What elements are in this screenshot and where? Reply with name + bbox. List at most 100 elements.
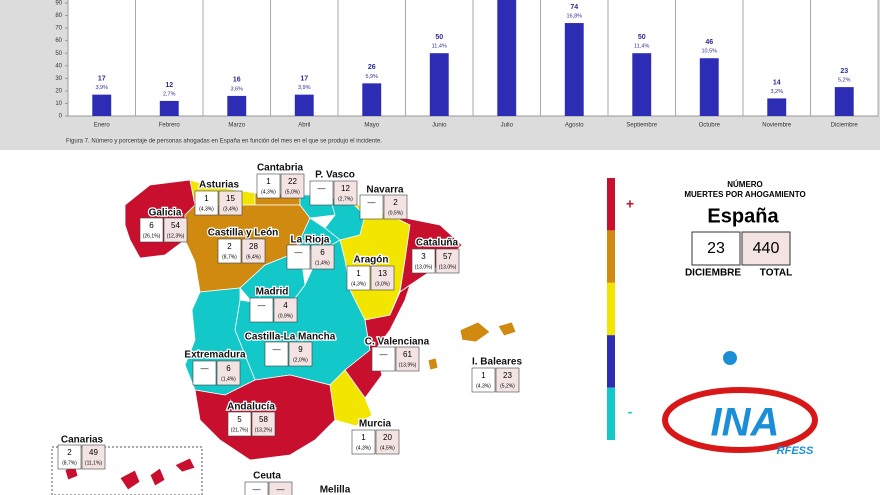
percent-label: 2,7%	[163, 91, 176, 97]
value-box	[268, 481, 293, 495]
region-percent: (4,5%)	[380, 445, 395, 451]
value-box	[411, 248, 436, 274]
y-tick-label: 70	[55, 26, 62, 32]
region-value: 4	[283, 301, 288, 310]
region-percent: (12,3%)	[167, 233, 185, 239]
value-box	[346, 265, 371, 291]
region-value: —	[201, 364, 209, 373]
value-box	[192, 360, 217, 386]
value-label: 17	[300, 75, 308, 82]
value-box	[81, 444, 106, 470]
region-percent: (0,9%)	[278, 313, 293, 319]
value-box	[241, 238, 266, 264]
value-box	[216, 360, 241, 386]
region-percent: (13,2%)	[255, 427, 273, 433]
value-label: 12	[165, 82, 173, 89]
bar	[834, 87, 854, 116]
bar	[92, 94, 112, 116]
region-value: —	[295, 248, 303, 257]
region-value: 1	[204, 194, 209, 203]
value-box	[218, 190, 243, 216]
region-percent: (4,3%)	[199, 206, 214, 212]
region-value: 57	[443, 252, 452, 261]
region-percent: (11,1%)	[85, 460, 102, 466]
bar	[632, 53, 652, 116]
value-box	[471, 367, 496, 393]
percent-label: 5,2%	[838, 78, 851, 84]
region-value: 6	[320, 248, 325, 257]
region-percent: (26,1%)	[143, 233, 161, 239]
logo-text: INA	[711, 401, 780, 445]
region-value: 49	[89, 448, 98, 457]
region-name: P. Vasco	[315, 170, 355, 181]
y-tick-label: 0	[59, 114, 63, 120]
x-tick-label: Septiembre	[626, 123, 657, 129]
percent-label: 11,4%	[432, 44, 447, 50]
bar	[159, 100, 179, 116]
value-box	[370, 265, 395, 291]
summary-heading: NÚMERO	[727, 180, 763, 189]
value-label: 17	[98, 75, 106, 82]
value-box	[57, 444, 82, 470]
bar	[362, 83, 382, 116]
region-value: —	[253, 485, 261, 494]
percent-label: 3,6%	[230, 86, 243, 92]
y-tick-label: 40	[55, 63, 62, 69]
value-box	[288, 341, 313, 367]
country: España	[707, 205, 779, 227]
region-value: 3	[421, 252, 426, 261]
region	[149, 467, 166, 487]
region-percent: (1,4%)	[315, 260, 330, 266]
region-percent: (2,7%)	[338, 196, 353, 202]
region-name: Extremadura	[184, 350, 246, 361]
region-name: Madrid	[256, 287, 289, 298]
region-value: —	[258, 301, 266, 310]
region-value: 1	[481, 371, 486, 380]
percent-label: 16,8%	[566, 14, 582, 20]
value-box	[264, 341, 289, 367]
value-box	[359, 194, 384, 220]
y-tick-label: 90	[55, 1, 62, 7]
region-percent: (8,7%)	[62, 460, 77, 466]
y-tick-label: 60	[55, 38, 62, 44]
total-label: TOTAL	[760, 268, 792, 279]
region-value: —	[368, 198, 376, 207]
region-percent: (8,7%)	[222, 254, 237, 260]
region	[174, 457, 196, 473]
region-percent: (1,4%)	[221, 376, 236, 382]
region-name: C. Valenciana	[365, 337, 430, 348]
region-value: 6	[226, 364, 231, 373]
value-box	[194, 190, 219, 216]
region-name: I. Baleares	[472, 357, 522, 368]
value-label: 16	[233, 77, 241, 84]
value-box	[251, 411, 276, 437]
chart-caption: Figura 7. Número y porcentaje de persona…	[66, 139, 382, 145]
value-label: 26	[368, 64, 376, 71]
value-box	[256, 173, 281, 199]
logo-ring	[662, 387, 818, 453]
legend-swatch	[607, 387, 615, 440]
region-percent: (4,3%)	[261, 189, 276, 195]
region-name: Andalucía	[227, 402, 275, 413]
percent-label: 11,4%	[634, 44, 649, 50]
region-value: 12	[341, 184, 350, 193]
region-value: 1	[356, 269, 361, 278]
region-name: Castilla y León	[208, 228, 279, 239]
region-percent: (0,5%)	[388, 210, 403, 216]
total-value: 440	[753, 240, 780, 257]
value-label: 50	[638, 34, 646, 41]
region-value: —	[318, 184, 326, 193]
region-percent: (3,0%)	[375, 281, 390, 287]
legend-swatch	[607, 335, 615, 388]
total-box	[741, 231, 791, 266]
region-name: Cantabria	[257, 163, 304, 174]
value-box	[495, 367, 520, 393]
region	[459, 321, 491, 343]
percent-label: 10,5%	[701, 49, 717, 55]
region-percent: (13,0%)	[415, 264, 433, 270]
value-label: 23	[840, 68, 848, 75]
percent-label: 5,9%	[365, 74, 378, 80]
legend-swatch	[607, 230, 615, 283]
value-label: 50	[435, 34, 443, 41]
